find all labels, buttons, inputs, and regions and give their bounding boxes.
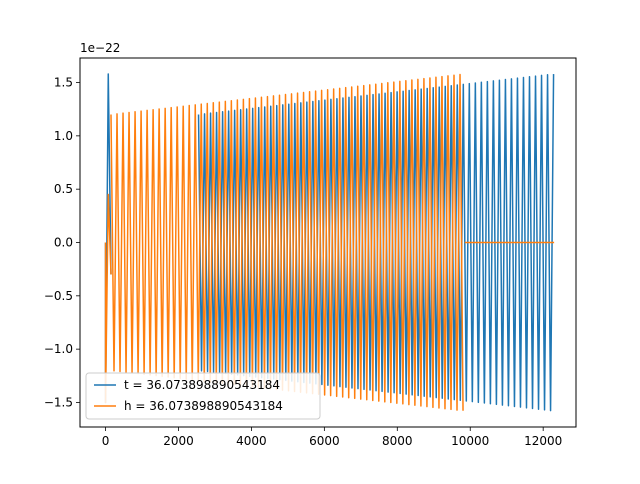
y-axis-ticks: −1.5 −1.0 −0.5 0.0 0.5 1.0 1.5: [44, 76, 80, 409]
legend: t = 36.073898890543184 h = 36.07389889054…: [85, 372, 321, 420]
x-tick-label: 4000: [236, 434, 267, 448]
x-tick-label: 10000: [451, 434, 489, 448]
x-tick-label: 0: [102, 434, 110, 448]
y-tick-label: −1.0: [44, 342, 73, 356]
x-tick-label: 6000: [309, 434, 340, 448]
series-line-1: [104, 73, 555, 411]
x-tick-label: 8000: [382, 434, 413, 448]
legend-label: t = 36.073898890543184: [124, 378, 280, 392]
y-tick-label: 0.5: [54, 182, 73, 196]
legend-label: h = 36.073898890543184: [124, 399, 283, 413]
x-tick-label: 12000: [524, 434, 562, 448]
series-layer: [104, 73, 555, 412]
y-tick-label: 1.0: [54, 129, 73, 143]
y-tick-label: −0.5: [44, 289, 73, 303]
y-tick-label: 1.5: [54, 76, 73, 90]
x-axis-ticks: 0 2000 4000 6000 8000 10000 12000: [102, 427, 562, 448]
y-tick-label: −1.5: [44, 395, 73, 409]
y-tick-label: 0.0: [54, 236, 73, 250]
y-offset-text: 1e−22: [80, 41, 120, 55]
x-tick-label: 2000: [163, 434, 194, 448]
legend-box: [85, 372, 321, 420]
